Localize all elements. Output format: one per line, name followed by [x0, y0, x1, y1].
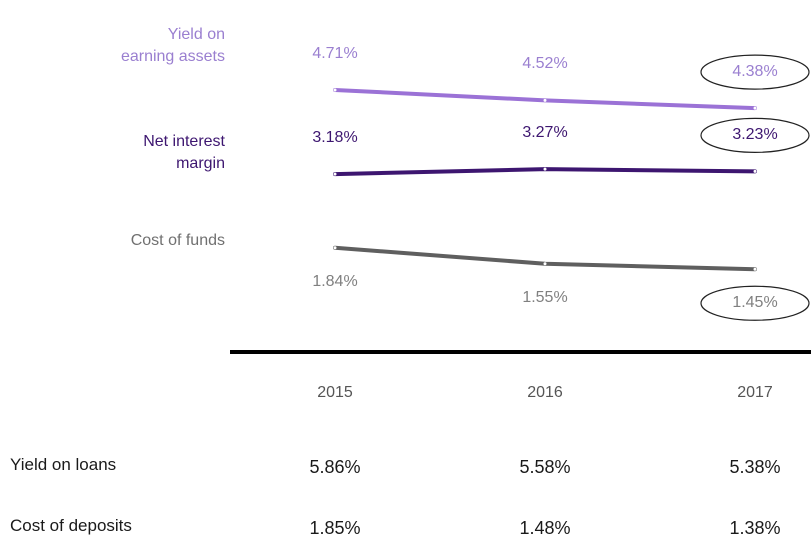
point — [753, 169, 757, 173]
point — [333, 246, 337, 250]
data-label: 3.23% — [732, 126, 778, 144]
table-value: 1.48% — [519, 518, 571, 538]
point — [333, 172, 337, 176]
data-label: 1.45% — [732, 294, 778, 312]
x-tick-label: 2015 — [317, 384, 353, 401]
row-label: Yield on loans — [10, 455, 117, 474]
data-label: 4.38% — [732, 63, 778, 81]
point — [543, 98, 547, 102]
data-label: 1.84% — [312, 272, 358, 290]
series-name: Yield on earning assets — [120, 26, 225, 65]
highlight-ellipse — [700, 285, 810, 321]
x-tick-label: 2017 — [737, 384, 773, 401]
series-line — [333, 245, 757, 272]
highlight-ellipse — [700, 54, 810, 90]
row-label: Cost of deposits — [10, 516, 132, 535]
data-label: 3.18% — [312, 129, 358, 147]
table-value: 5.58% — [519, 457, 571, 477]
table-value: 1.85% — [309, 518, 361, 538]
table-value: 5.38% — [729, 457, 781, 477]
series-name: Cost of funds — [130, 232, 225, 249]
data-label: 3.27% — [522, 124, 568, 142]
point — [543, 167, 547, 171]
data-label: 4.71% — [312, 44, 358, 62]
point — [753, 267, 757, 271]
table-value: 5.86% — [309, 457, 361, 477]
highlight-ellipse — [700, 117, 810, 153]
data-label: 1.55% — [522, 288, 568, 306]
table-value: 1.38% — [729, 518, 781, 538]
point — [753, 106, 757, 110]
data-label: 4.52% — [522, 55, 568, 73]
series-name: Net interest margin — [143, 133, 225, 172]
point — [543, 262, 547, 266]
point — [333, 88, 337, 92]
x-tick-label: 2016 — [527, 384, 563, 401]
